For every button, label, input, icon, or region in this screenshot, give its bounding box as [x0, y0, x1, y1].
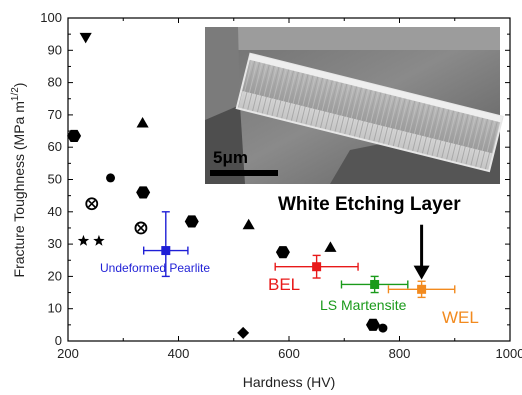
x-tick-label: 1000 [496, 346, 522, 361]
data-point-triangle [324, 241, 337, 252]
sem-inset-image [205, 27, 504, 184]
y-tick-label: 50 [48, 172, 62, 187]
scale-bar-label: 5μm [213, 148, 248, 167]
y-tick-label: 100 [40, 10, 62, 25]
data-point-circle [378, 323, 388, 333]
series-marker [417, 284, 427, 294]
y-tick-label: 80 [48, 75, 62, 90]
y-tick-labels: 0 10 20 30 40 50 60 70 80 90 100 [40, 10, 62, 348]
data-point-diamond [237, 326, 250, 339]
label-ls-martensite: LS Martensite [320, 297, 407, 313]
measured-series [142, 211, 456, 299]
data-point-circle [106, 173, 116, 183]
y-tick-label: 10 [48, 301, 62, 316]
series-point [142, 211, 189, 278]
series-point [274, 254, 359, 279]
x-axis-title: Hardness (HV) [243, 374, 336, 390]
data-point-circle-x [134, 221, 148, 235]
arrow-head [413, 265, 430, 280]
x-tick-label: 400 [168, 346, 190, 361]
label-undeformed-pearlite: Undeformed Pearlite [100, 261, 210, 275]
data-point-hexagon [67, 129, 82, 142]
data-point-hexagon [275, 246, 290, 259]
literature-data-points [67, 32, 388, 339]
label-wel: WEL [442, 308, 479, 327]
y-tick-label: 40 [48, 204, 62, 219]
series-marker [370, 279, 380, 289]
series-point [340, 275, 409, 294]
y-tick-label: 0 [55, 333, 62, 348]
series-marker [312, 262, 322, 272]
wel-arrow [413, 224, 430, 280]
y-tick-label: 20 [48, 268, 62, 283]
data-point-triangle-down [79, 32, 92, 44]
x-tick-labels: 200 400 600 800 1000 [57, 346, 522, 361]
y-tick-label: 60 [48, 139, 62, 154]
data-point-triangle [136, 116, 149, 128]
y-axis-title: Fracture Toughness (MPa m1/2) [10, 83, 27, 278]
y-tick-label: 70 [48, 107, 62, 122]
data-point-star [77, 234, 90, 246]
x-tick-label: 800 [389, 346, 411, 361]
x-tick-label: 200 [57, 346, 79, 361]
y-tick-label: 30 [48, 236, 62, 251]
data-point-star [93, 234, 105, 246]
series-marker [161, 246, 171, 256]
axis-ticks [67, 17, 511, 342]
x-tick-label: 600 [278, 346, 300, 361]
data-point-hexagon [365, 318, 380, 331]
y-tick-label: 90 [48, 42, 62, 57]
inset-title: White Etching Layer [278, 194, 461, 215]
series-point [387, 280, 456, 299]
label-bel: BEL [268, 275, 300, 294]
data-point-triangle [242, 218, 255, 230]
data-point-hexagon [136, 186, 151, 199]
data-point-hexagon [184, 215, 199, 228]
data-point-circle-x [85, 197, 99, 211]
